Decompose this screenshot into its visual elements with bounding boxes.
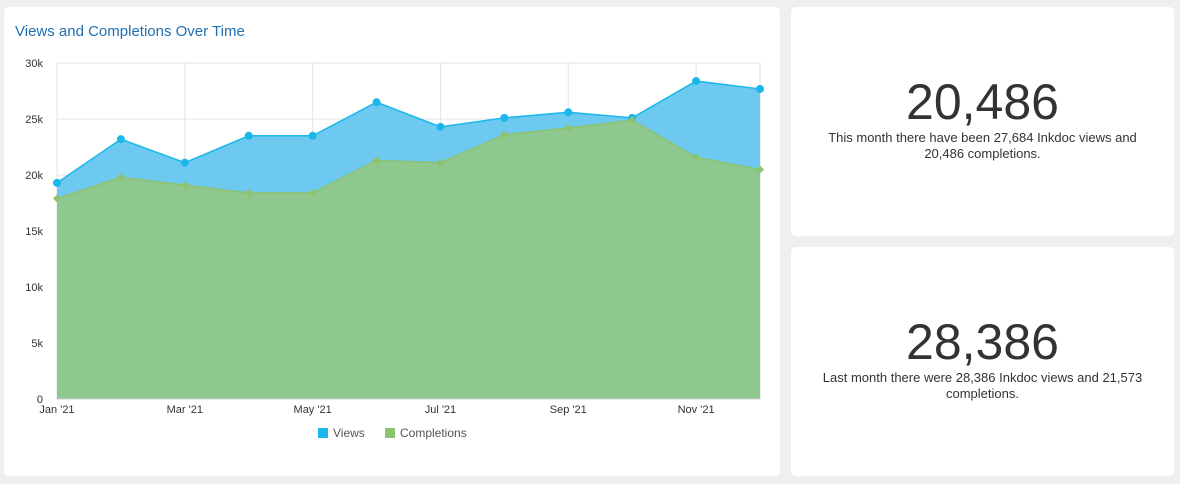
views-point[interactable] — [500, 113, 509, 122]
this-month-completions-number: 20,486 — [906, 74, 1059, 130]
views-point[interactable] — [372, 98, 381, 107]
views-point[interactable] — [308, 131, 317, 140]
last-month-stat-card: 28,386 Last month there were 28,386 Inkd… — [791, 247, 1174, 476]
chart-title: Views and Completions Over Time — [15, 23, 245, 40]
y-tick-label: 10k — [25, 282, 43, 294]
this-month-description: This month there have been 27,684 Inkdoc… — [828, 130, 1137, 161]
y-tick-label: 15k — [25, 226, 43, 238]
views-point[interactable] — [756, 84, 764, 93]
views-point[interactable] — [53, 178, 61, 187]
x-tick-label: Nov '21 — [678, 404, 715, 416]
y-tick-label: 25k — [25, 114, 43, 126]
x-tick-label: Jul '21 — [425, 404, 456, 416]
completions-point[interactable] — [244, 188, 253, 197]
views-point[interactable] — [692, 77, 701, 86]
completions-point[interactable] — [180, 181, 189, 190]
completions-point[interactable] — [628, 116, 637, 125]
x-tick-label: Sep '21 — [550, 404, 587, 416]
legend-label[interactable]: Completions — [400, 426, 467, 440]
last-month-views-number: 28,386 — [906, 314, 1059, 370]
legend-swatch[interactable] — [318, 428, 328, 438]
completions-point[interactable] — [372, 156, 381, 165]
x-tick-label: Mar '21 — [167, 404, 203, 416]
last-month-description: Last month there were 28,386 Inkdoc view… — [822, 370, 1143, 401]
views-point[interactable] — [436, 122, 445, 131]
views-point[interactable] — [116, 135, 125, 144]
y-tick-label: 20k — [25, 170, 43, 182]
y-tick-label: 0 — [37, 394, 43, 406]
legend-swatch[interactable] — [385, 428, 395, 438]
completions-point[interactable] — [564, 123, 573, 132]
completions-point[interactable] — [692, 153, 701, 162]
completions-point[interactable] — [53, 194, 61, 203]
completions-point[interactable] — [756, 165, 764, 174]
views-point[interactable] — [244, 131, 253, 140]
views-completions-chart: 0 5k 10k 15k 20k 25k 30k Jan '21 Mar '21 May '21 J… — [25, 58, 764, 440]
chart-card: Views and Completions Over Time 0 5k 10k 15… — [4, 7, 780, 476]
completions-line — [56, 119, 761, 200]
y-tick-label: 5k — [31, 338, 43, 350]
this-month-stat-card: 20,486 This month there have been 27,684… — [791, 7, 1174, 236]
views-point[interactable] — [564, 108, 573, 117]
completions-area — [57, 120, 760, 400]
completions-point[interactable] — [500, 130, 509, 139]
legend-label[interactable]: Views — [333, 426, 365, 440]
views-line — [56, 80, 761, 184]
completions-point[interactable] — [116, 173, 125, 182]
views-point[interactable] — [180, 158, 189, 167]
completions-point[interactable] — [436, 158, 445, 167]
x-tick-label: May '21 — [294, 404, 332, 416]
x-tick-label: Jan '21 — [39, 404, 74, 416]
completions-point[interactable] — [308, 188, 317, 197]
y-tick-label: 30k — [25, 58, 43, 70]
